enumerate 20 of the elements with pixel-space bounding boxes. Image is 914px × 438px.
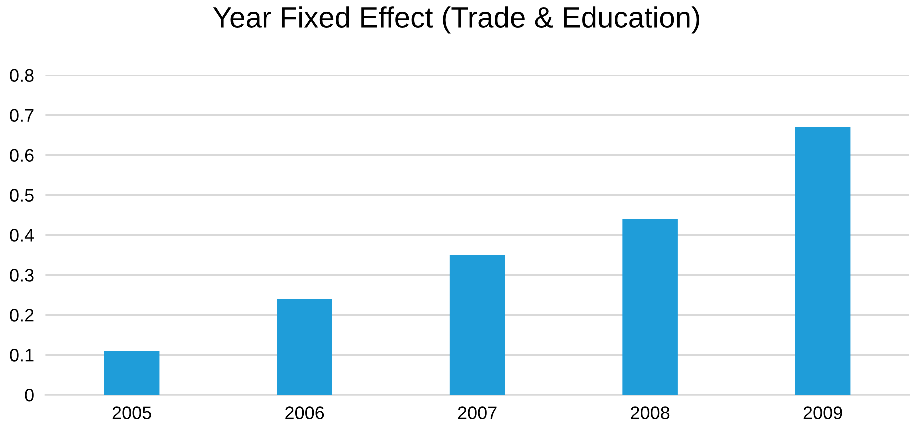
- x-tick-label: 2005: [112, 406, 152, 420]
- x-tick-label: 2007: [458, 406, 497, 420]
- x-tick-label: 2008: [631, 406, 670, 420]
- bar: [104, 351, 160, 396]
- y-tick-label: 0.2: [10, 309, 34, 322]
- y-tick-label: 0.5: [10, 189, 34, 202]
- bar: [795, 127, 851, 396]
- y-tick-label: 0.6: [10, 149, 34, 162]
- chart-title: Year Fixed Effect (Trade & Education): [213, 6, 700, 34]
- bar: [450, 255, 506, 396]
- y-tick-label: 0.4: [10, 229, 34, 242]
- x-tick-label: 2006: [286, 406, 324, 420]
- bar: [622, 219, 678, 396]
- y-tick-label: 0.8: [10, 69, 34, 82]
- y-tick-label: 0.1: [10, 349, 34, 362]
- x-tick-label: 2009: [804, 406, 842, 420]
- bar: [277, 299, 332, 396]
- y-tick-label: 0.7: [10, 109, 34, 122]
- y-tick-label: 0: [25, 389, 34, 402]
- y-tick-label: 0.3: [10, 269, 34, 282]
